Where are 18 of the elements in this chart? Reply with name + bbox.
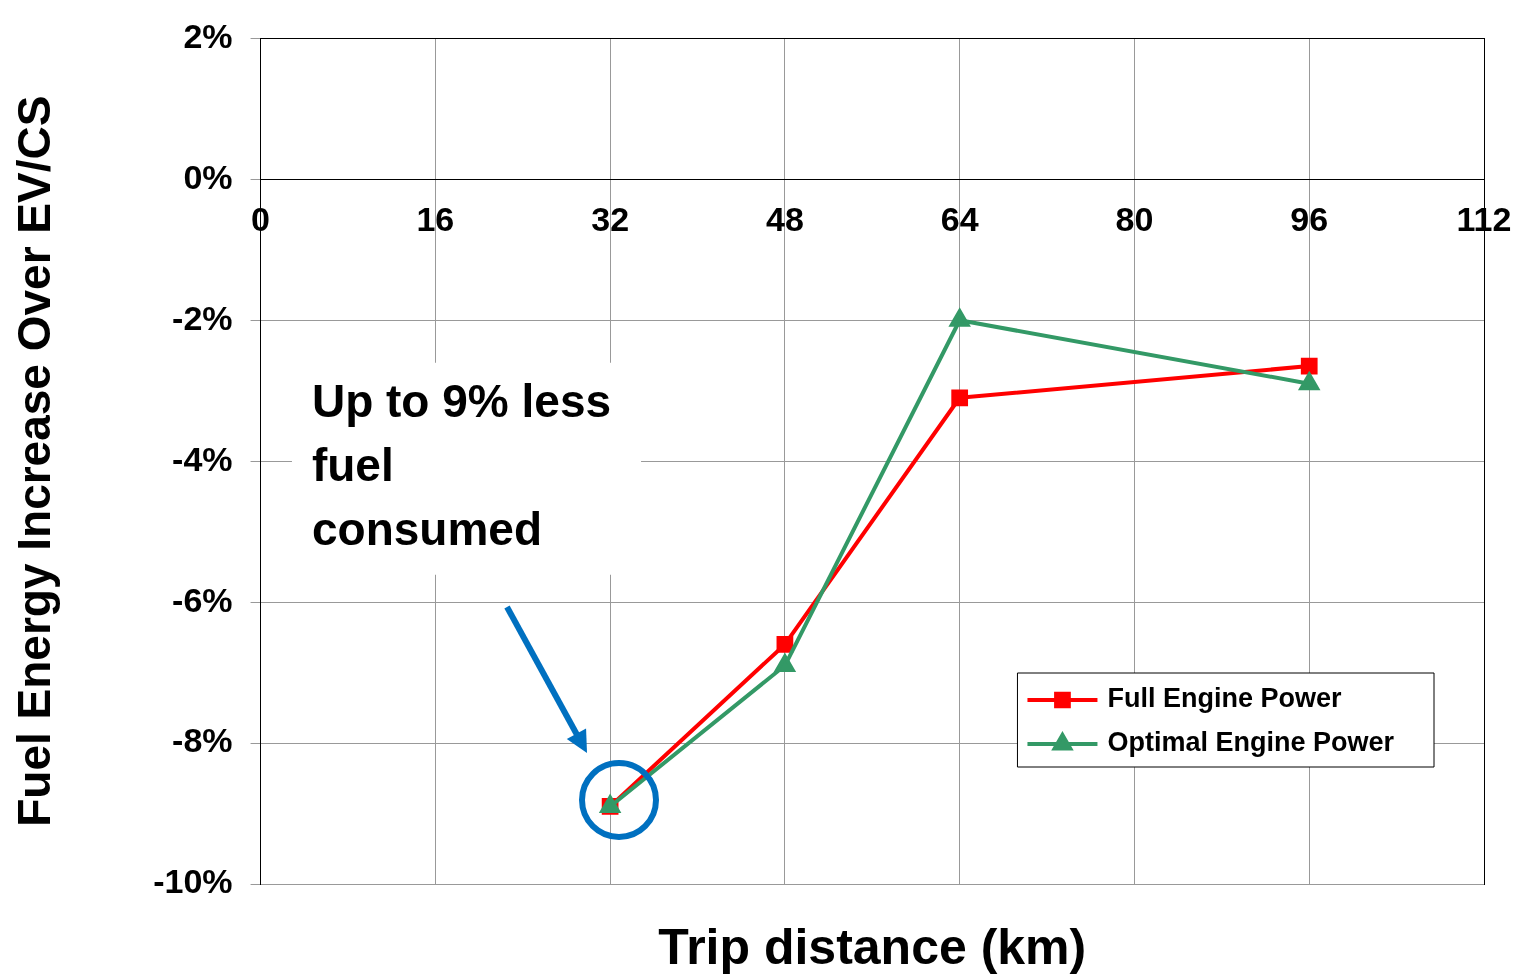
y-tick-label: 0% bbox=[183, 157, 233, 196]
annotation: Up to 9% less fuel consumed bbox=[311, 374, 612, 555]
y-tick-label: -2% bbox=[172, 298, 233, 337]
x-tick-label: 48 bbox=[765, 200, 804, 239]
y-tick-label: -10% bbox=[153, 862, 233, 901]
x-tick-label: 64 bbox=[940, 200, 979, 239]
y-axis-title: Fuel Energy Increase Over EV/CS bbox=[8, 95, 61, 827]
y-tick-label: -4% bbox=[172, 439, 233, 478]
x-tick-label: 16 bbox=[416, 200, 455, 239]
y-tick-label: -8% bbox=[172, 721, 233, 760]
x-tick-label: 32 bbox=[591, 200, 630, 239]
legend-label: Full Engine Power bbox=[1107, 683, 1342, 714]
legend-label: Optimal Engine Power bbox=[1107, 727, 1395, 758]
x-axis-title: Trip distance (km) bbox=[658, 918, 1087, 975]
y-tick-label: 2% bbox=[183, 16, 233, 55]
y-tick-label: -6% bbox=[172, 580, 233, 619]
x-tick-label: 80 bbox=[1115, 200, 1154, 239]
x-tick-label: 96 bbox=[1290, 200, 1329, 239]
